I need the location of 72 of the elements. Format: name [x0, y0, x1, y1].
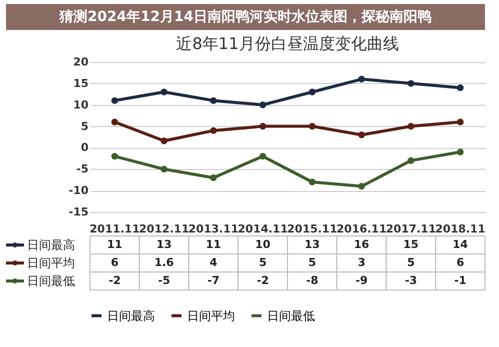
data-label: 3 [358, 256, 366, 269]
data-label: -7 [207, 274, 220, 287]
point [456, 148, 464, 156]
y-tick-label: -10 [68, 184, 89, 198]
point [408, 122, 414, 130]
text: 日间最低 [267, 308, 315, 323]
legend-label: 日间最低 [27, 274, 75, 288]
x-tick-label: 2015.11 [287, 222, 338, 236]
x-tick-label: 2011.11 [90, 222, 140, 236]
point [210, 127, 217, 134]
data-label: 4 [210, 256, 218, 269]
point [408, 80, 414, 87]
y-tick-label: 20 [73, 56, 89, 68]
data-label: -5 [158, 274, 170, 287]
data-label: 11 [107, 238, 122, 251]
text: 日间平均 [187, 308, 235, 323]
y-tick-label: 15 [73, 76, 88, 90]
data-label: 14 [452, 238, 468, 251]
data-label: 6 [456, 256, 464, 269]
point [456, 118, 464, 126]
text: 猜测2024年12月14日南阳鸭河实时水位表图，探秘南阳鸭 [58, 8, 432, 25]
x-tick-label: 2017.11 [386, 222, 436, 236]
point [160, 166, 168, 172]
point [111, 118, 118, 126]
data-label: -8 [306, 274, 318, 287]
data-label: 15 [403, 238, 419, 251]
point [210, 97, 217, 104]
chart-title: 近8年11月份白昼温度变化曲线 [176, 34, 399, 53]
x-tick-label: 2016.11 [336, 222, 387, 236]
point [358, 76, 365, 82]
data-label: 16 [354, 238, 370, 251]
data-label: 5 [258, 256, 267, 269]
data-label: 10 [255, 238, 271, 251]
point [456, 84, 464, 92]
data-label: 11 [206, 238, 222, 251]
point [111, 97, 118, 104]
data-label: -1 [454, 274, 466, 287]
data-label: -9 [355, 274, 368, 287]
point [259, 152, 266, 160]
x-tick-label: 2012.11 [139, 222, 190, 236]
point [408, 157, 414, 164]
point [358, 132, 365, 138]
legend-label: 日间平均 [27, 256, 75, 270]
point [111, 152, 118, 160]
data-label: 1.6 [154, 256, 174, 269]
point [358, 182, 365, 190]
data-label: 13 [156, 238, 172, 251]
point [259, 122, 266, 130]
point [160, 138, 168, 144]
point [210, 174, 217, 182]
data-label: 5 [308, 256, 316, 269]
data-label: 5 [407, 256, 415, 269]
y-tick-label: 0 [80, 141, 89, 154]
point [160, 88, 168, 96]
point [308, 122, 316, 130]
point [308, 88, 316, 96]
y-tick-label: 10 [73, 98, 89, 112]
x-tick-label: 2018.11 [435, 222, 486, 236]
y-tick-label: -15 [68, 206, 88, 218]
text: 日间最高 [107, 308, 155, 323]
x-tick-label: 2013.11 [188, 222, 238, 236]
data-label: -2 [256, 274, 269, 287]
data-label: 13 [304, 238, 320, 251]
y-tick-label: -5 [76, 162, 88, 176]
y-tick-label: 5 [80, 120, 88, 133]
data-label: -3 [404, 274, 418, 287]
data-label: 6 [110, 256, 119, 269]
data-label: -2 [108, 274, 121, 287]
point [308, 178, 316, 186]
legend-label: 日间最高 [27, 238, 75, 252]
x-tick-label: 2014.11 [238, 222, 288, 236]
point [259, 102, 266, 108]
